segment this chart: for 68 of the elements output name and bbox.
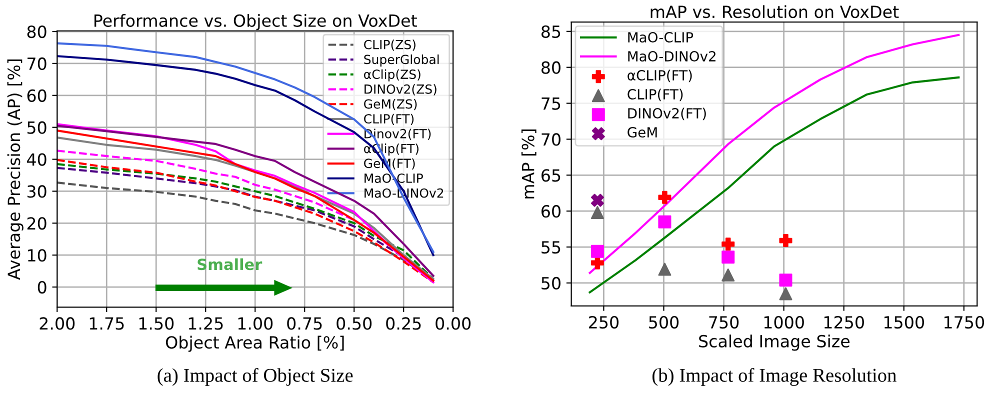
- y-tick-label: 60: [542, 205, 560, 218]
- y-axis-title: Average Precision (AP) [%]: [7, 59, 24, 280]
- y-tick-label: 75: [542, 97, 560, 110]
- x-tick-label: 1500: [884, 316, 924, 329]
- y-tick-label: 0: [38, 281, 46, 294]
- point: [658, 262, 672, 276]
- legend-label: GeM: [628, 127, 657, 138]
- legend-label: GeM(ZS): [364, 99, 417, 110]
- x-tick-label: 250: [589, 316, 619, 329]
- point: [590, 194, 604, 207]
- y-tick-label: 70: [28, 57, 46, 70]
- x-tick-label: 1.25: [188, 317, 223, 330]
- x-tick-label: 1.75: [90, 317, 124, 330]
- y-tick-label: 10: [28, 249, 46, 262]
- point: [722, 268, 735, 282]
- y-tick-label: 30: [27, 185, 46, 198]
- x-tick-label: 1250: [824, 316, 864, 329]
- point: [590, 206, 604, 220]
- legend-label: MaO-DINOv2: [628, 51, 716, 62]
- y-tick-label: 80: [27, 25, 46, 38]
- y-tick-label: 50: [27, 121, 46, 134]
- y-tick-label: 50: [542, 276, 560, 290]
- point: [658, 190, 672, 204]
- point: [590, 256, 604, 270]
- chart-title: Performance vs. Object Size on VoxDet: [94, 14, 417, 30]
- legend-label: DINOv2(FT): [628, 108, 706, 120]
- y-axis-title: mAP [%]: [521, 130, 536, 198]
- legend-label: CLIP(FT): [628, 88, 683, 102]
- point: [590, 244, 604, 258]
- y-tick-label: 80: [542, 61, 560, 74]
- x-tick-label: 1.00: [238, 317, 273, 330]
- y-tick-label: 55: [542, 241, 560, 254]
- text: (a) Impact of Object Size: [158, 368, 353, 386]
- x-tick-label: 2.00: [40, 317, 75, 330]
- x-tick-label: 1.50: [139, 317, 174, 330]
- point: [779, 274, 792, 287]
- x-tick-label: 0.50: [336, 317, 372, 330]
- legend-label: CLIP(FT): [364, 114, 414, 126]
- x-tick-label: 1750: [944, 316, 984, 329]
- legend-label: SuperGlobal: [364, 54, 439, 67]
- legend-label: αCLIP(FT): [628, 70, 692, 82]
- chart-title: mAP vs. Resolution on VoxDet: [650, 5, 899, 18]
- y-tick-label: 60: [27, 89, 46, 102]
- x-axis-title: Scaled Image Size: [699, 334, 850, 351]
- legend-label: αClip(ZS): [364, 69, 420, 82]
- x-tick-label: 1000: [764, 316, 804, 329]
- annotation: Smaller: [198, 258, 262, 270]
- x-axis-title: Object Area Ratio [%]: [166, 336, 344, 352]
- y-tick-label: 20: [27, 217, 46, 230]
- x-tick-label: 500: [649, 316, 679, 329]
- x-tick-label: 750: [709, 316, 739, 329]
- point: [722, 250, 735, 264]
- line-series: [588, 34, 960, 274]
- y-tick-label: 65: [542, 169, 560, 182]
- x-tick-label: 0.00: [436, 317, 471, 330]
- x-tick-label: 0.75: [287, 317, 322, 330]
- point: [722, 238, 735, 251]
- point: [779, 234, 792, 248]
- point: [658, 215, 672, 228]
- legend-label: CLIP(ZS): [364, 40, 416, 51]
- point: [779, 287, 792, 300]
- y-tick-label: 85: [542, 25, 560, 38]
- legend-label: DINOv2(ZS): [364, 84, 436, 96]
- text: (b) Impact of Image Resolution: [652, 368, 896, 386]
- legend-label: MaO-CLIP: [628, 32, 694, 43]
- x-tick-label: 0.25: [386, 317, 421, 330]
- y-tick-label: 70: [542, 133, 560, 146]
- y-tick-label: 40: [27, 153, 46, 166]
